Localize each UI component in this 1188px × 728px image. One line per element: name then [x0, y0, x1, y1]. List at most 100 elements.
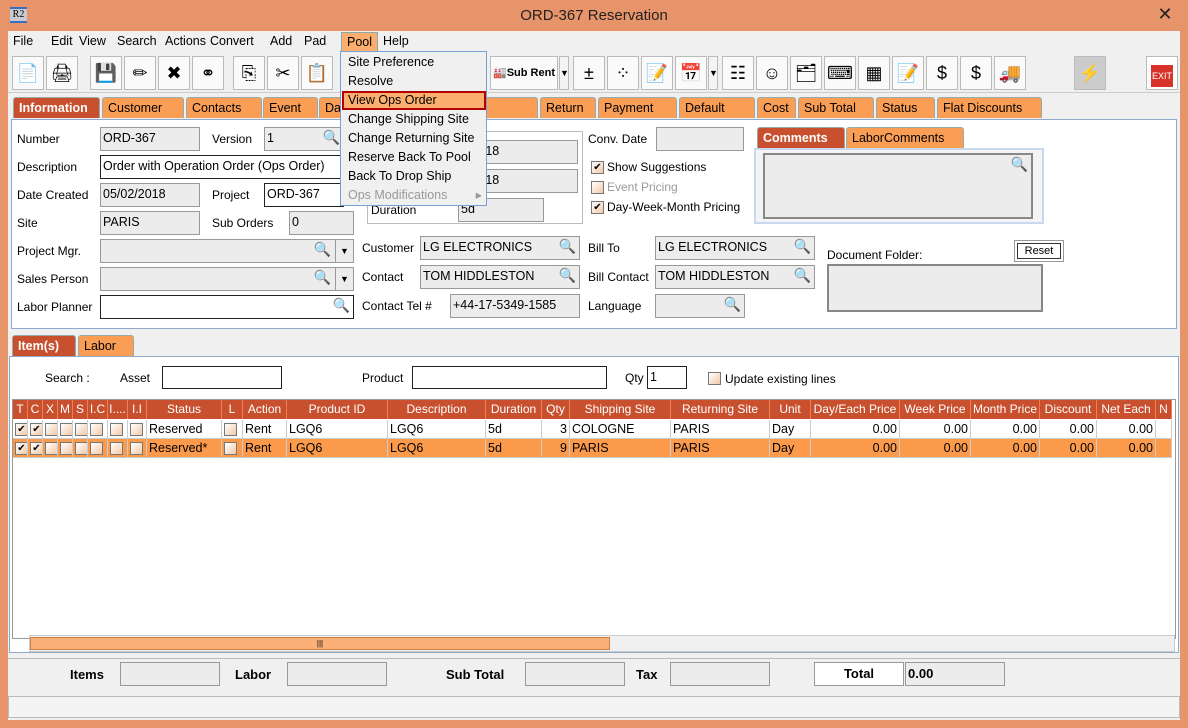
row-checkbox[interactable]: [224, 442, 237, 455]
cell-flag-3[interactable]: [58, 439, 73, 458]
column-header-unit[interactable]: Unit: [770, 400, 811, 419]
cell-l[interactable]: [222, 439, 243, 458]
tab-labor-comments[interactable]: LaborComments: [846, 127, 964, 148]
contact-tel-field[interactable]: +44-17-5349-1585: [450, 294, 580, 318]
money-note-button[interactable]: $: [960, 56, 992, 90]
chevron-down-icon[interactable]: ▼: [335, 268, 353, 290]
cell-status[interactable]: Reserved*: [147, 439, 222, 458]
cut-button[interactable]: ✂: [267, 56, 299, 90]
cell-flag-4[interactable]: [73, 420, 88, 439]
sub-rent-dropdown-arrow[interactable]: ▼: [559, 56, 569, 90]
new-document-button[interactable]: 📄: [12, 56, 44, 90]
column-header-m[interactable]: M: [58, 400, 73, 419]
menu-item-change-shipping-site[interactable]: Change Shipping Site: [342, 110, 486, 129]
menu-help[interactable]: Help: [383, 34, 409, 48]
tab-event[interactable]: Event: [263, 97, 318, 118]
tab-sub-total[interactable]: Sub Total: [798, 97, 874, 118]
bill-contact-field[interactable]: TOM HIDDLESTON 🔍: [655, 265, 815, 289]
document-edit-button[interactable]: 📝: [892, 56, 924, 90]
labor-planner-field[interactable]: 🔍: [100, 295, 354, 319]
row-checkbox[interactable]: [60, 442, 72, 455]
column-header-x[interactable]: X: [43, 400, 58, 419]
cell-flag-5[interactable]: [88, 420, 108, 439]
row-checkbox[interactable]: [224, 423, 237, 436]
notepad-edit-button[interactable]: 📝: [641, 56, 673, 90]
project-field[interactable]: ORD-367: [264, 183, 344, 207]
tab-items[interactable]: Item(s): [12, 335, 76, 356]
column-header-product-id[interactable]: Product ID: [287, 400, 388, 419]
cell-flag-7[interactable]: [128, 420, 147, 439]
edit-pencil-button[interactable]: ✏: [124, 56, 156, 90]
tab-cost[interactable]: Cost: [757, 97, 796, 118]
binoculars-button[interactable]: ⚭: [192, 56, 224, 90]
contact-field[interactable]: TOM HIDDLESTON 🔍: [420, 265, 580, 289]
money-arrow-button[interactable]: $: [926, 56, 958, 90]
sales-person-field[interactable]: 🔍 ▼: [100, 267, 354, 291]
column-header-shipping-site[interactable]: Shipping Site: [570, 400, 671, 419]
column-header-duration[interactable]: Duration: [486, 400, 542, 419]
tab-default[interactable]: Default: [679, 97, 755, 118]
number-field[interactable]: ORD-367: [100, 127, 200, 151]
calendar-dropdown-arrow[interactable]: ▼: [708, 56, 718, 90]
row-checkbox[interactable]: [75, 442, 87, 455]
search-icon[interactable]: 🔍: [558, 238, 576, 254]
hierarchy-button[interactable]: ☷: [722, 56, 754, 90]
column-header-month-price[interactable]: Month Price: [971, 400, 1040, 419]
cell-flag-6[interactable]: [108, 420, 128, 439]
close-button[interactable]: ✕: [1157, 4, 1173, 24]
column-header-i-i[interactable]: I.I: [128, 400, 147, 419]
row-checkbox[interactable]: ✔: [30, 423, 42, 436]
cell-flag-4[interactable]: [73, 439, 88, 458]
column-header-s[interactable]: S: [73, 400, 88, 419]
comments-textarea[interactable]: 🔍: [763, 153, 1033, 219]
search-icon[interactable]: 🔍: [332, 297, 350, 313]
menu-actions[interactable]: Actions: [165, 34, 206, 48]
column-header-net-each[interactable]: Net Each: [1097, 400, 1156, 419]
column-header-qty[interactable]: Qty: [542, 400, 570, 419]
cell-l[interactable]: [222, 420, 243, 439]
row-checkbox[interactable]: ✔: [30, 442, 42, 455]
duration-field[interactable]: 5d: [458, 198, 544, 222]
scrollbar-thumb[interactable]: |||: [30, 637, 610, 650]
folder-clock-button[interactable]: 🗂: [790, 56, 822, 90]
add-remove-button[interactable]: ±: [573, 56, 605, 90]
column-header-action[interactable]: Action: [243, 400, 287, 419]
menu-view[interactable]: View: [79, 34, 106, 48]
row-checkbox[interactable]: [130, 442, 143, 455]
menu-item-reserve-back-to-pool[interactable]: Reserve Back To Pool: [342, 148, 486, 167]
cell-flag-6[interactable]: [108, 439, 128, 458]
column-header-c[interactable]: C: [28, 400, 43, 419]
conv-date-field[interactable]: [656, 127, 744, 151]
date-created-field[interactable]: 05/02/2018: [100, 183, 200, 207]
search-icon[interactable]: 🔍: [793, 267, 811, 283]
site-field[interactable]: PARIS: [100, 211, 200, 235]
column-header-day-each-price[interactable]: Day/Each Price: [811, 400, 900, 419]
document-folder-box[interactable]: [827, 264, 1043, 312]
product-input[interactable]: [412, 366, 607, 389]
tab-payment[interactable]: Payment: [598, 97, 677, 118]
copy-document-button[interactable]: ⎘: [233, 56, 265, 90]
cell-flag-1[interactable]: ✔: [28, 420, 43, 439]
menu-item-resolve[interactable]: Resolve: [342, 72, 486, 91]
cell-flag-0[interactable]: ✔: [13, 420, 28, 439]
cell-flag-0[interactable]: ✔: [13, 439, 28, 458]
qty-input[interactable]: 1: [647, 366, 687, 389]
row-checkbox[interactable]: [45, 423, 57, 436]
delete-button[interactable]: ✖: [158, 56, 190, 90]
row-checkbox[interactable]: [110, 442, 123, 455]
menu-item-site-preference[interactable]: Site Preference: [342, 53, 486, 72]
version-field[interactable]: 1 🔍: [264, 127, 344, 151]
row-checkbox[interactable]: ✔: [15, 423, 27, 436]
smiley-button[interactable]: ☺: [756, 56, 788, 90]
menu-item-view-ops-order[interactable]: View Ops Order: [342, 91, 486, 110]
cell-flag-2[interactable]: [43, 439, 58, 458]
bill-to-field[interactable]: LG ELECTRONICS 🔍: [655, 236, 815, 260]
cell-status[interactable]: Reserved: [147, 420, 222, 439]
table-row[interactable]: ✔ ✔ Reserved* Rent LGQ6 LGQ6 5d 9 PARIS PARIS Day 0…: [13, 439, 1175, 458]
cell-flag-2[interactable]: [43, 420, 58, 439]
tab-status[interactable]: Status: [876, 97, 935, 118]
search-icon[interactable]: 🔍: [723, 296, 741, 312]
project-mgr-field[interactable]: 🔍 ▼: [100, 239, 354, 263]
tab-contacts[interactable]: Contacts: [186, 97, 262, 118]
cell-flag-3[interactable]: [58, 420, 73, 439]
